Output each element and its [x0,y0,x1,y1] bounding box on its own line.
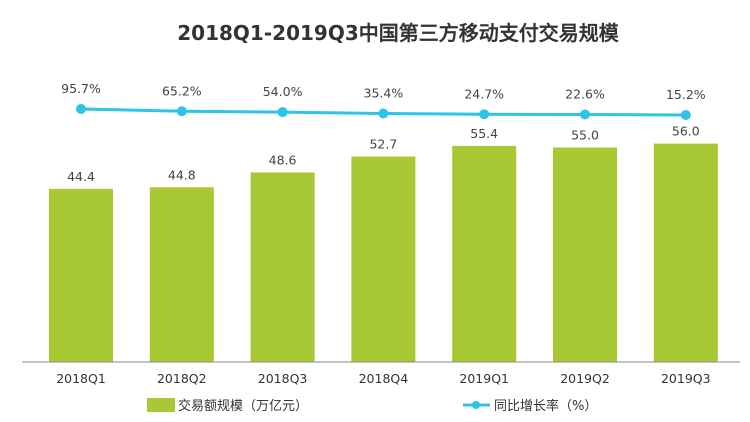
growth-data-label: 95.7% [61,81,101,96]
x-tick-label: 2018Q1 [56,371,106,386]
legend-bar-label: 交易额规模（万亿元） [178,398,308,414]
x-tick-label: 2019Q3 [661,371,711,386]
bar [553,147,617,362]
legend: 交易额规模（万亿元） 同比增长率（%） [147,398,597,414]
bar-data-label: 55.0 [571,128,599,143]
bar [351,156,416,362]
legend-line-label: 同比增长率（%） [494,398,597,414]
chart-title: 2018Q1-2019Q3中国第三方移动支付交易规模 [177,21,619,45]
growth-point [580,109,590,120]
bar-data-label: 56.0 [672,124,700,139]
growth-point [378,108,389,119]
bar [149,187,214,362]
bar [653,143,718,362]
bar-data-label: 52.7 [369,136,397,151]
x-tick-label: 2018Q2 [157,371,207,386]
growth-data-label: 65.2% [162,83,202,98]
growth-data-label: 24.7% [464,86,504,101]
legend-bar-swatch [147,398,175,412]
growth-point [479,109,490,120]
growth-data-label: 35.4% [364,85,404,100]
x-tick-label: 2018Q3 [258,371,308,386]
bar [452,145,517,362]
bar [49,188,113,362]
bar [250,172,315,362]
bar-data-label: 55.4 [470,126,498,141]
bar-data-label: 44.8 [168,167,196,182]
growth-point [277,107,288,118]
legend-line-marker [472,401,480,409]
bar-data-label: 44.4 [67,169,95,184]
bar-data-label: 48.6 [269,152,297,167]
growth-point [76,103,86,114]
growth-point [176,106,187,117]
growth-data-label: 54.0% [263,84,303,99]
x-tick-label: 2019Q1 [459,371,509,386]
growth-point [680,110,691,120]
x-tick-label: 2018Q4 [359,371,409,386]
x-tick-label: 2019Q2 [560,371,610,386]
growth-data-label: 15.2% [666,87,706,102]
growth-data-label: 22.6% [565,86,605,101]
